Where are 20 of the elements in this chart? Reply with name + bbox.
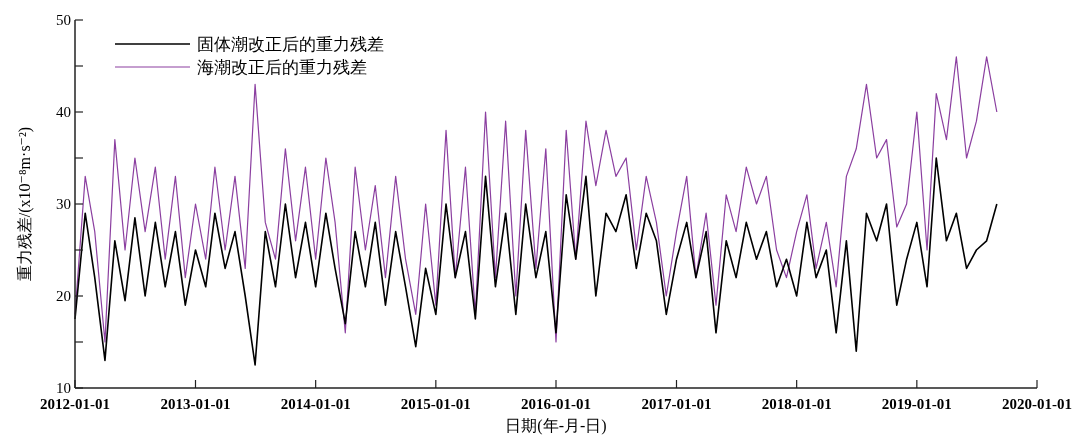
y-tick-label: 30: [56, 196, 71, 212]
y-tick-label: 20: [56, 288, 71, 304]
x-axis-title: 日期(年-月-日): [505, 417, 607, 435]
x-tick-label: 2014-01-01: [280, 396, 351, 412]
x-tick-label: 2019-01-01: [881, 396, 952, 412]
line-series: [74, 56, 998, 343]
legend-label: 海潮改正后的重力残差: [197, 58, 367, 77]
line-series: [74, 157, 998, 366]
x-tick-label: 2015-01-01: [400, 396, 471, 412]
y-tick-label: 40: [56, 104, 71, 120]
x-tick-label: 2020-01-01: [1002, 396, 1072, 412]
y-axis-title: 重力残差/(x10⁻⁸m·s⁻²): [16, 126, 34, 282]
y-tick-label: 10: [56, 380, 71, 396]
x-tick-label: 2016-01-01: [521, 396, 591, 412]
x-tick-label: 2017-01-01: [641, 396, 712, 412]
x-tick-label: 2013-01-01: [160, 396, 231, 412]
legend-label: 固体潮改正后的重力残差: [197, 35, 384, 54]
y-tick-label: 50: [56, 12, 71, 28]
x-tick-label: 2012-01-01: [40, 396, 110, 412]
x-tick-label: 2018-01-01: [761, 396, 832, 412]
